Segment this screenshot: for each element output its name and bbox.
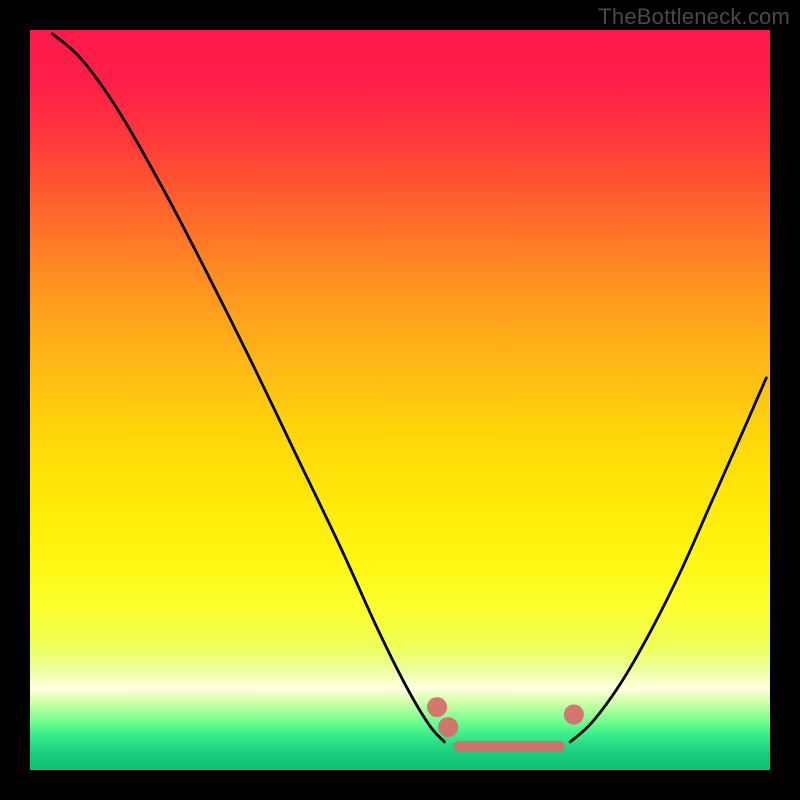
bottleneck-chart bbox=[0, 0, 800, 800]
plot-gradient bbox=[30, 30, 770, 770]
marker-dot bbox=[438, 717, 458, 737]
marker-dot bbox=[427, 697, 447, 717]
watermark-text: TheBottleneck.com bbox=[598, 4, 790, 30]
marker-dot bbox=[564, 705, 584, 725]
chart-root: TheBottleneck.com bbox=[0, 0, 800, 800]
